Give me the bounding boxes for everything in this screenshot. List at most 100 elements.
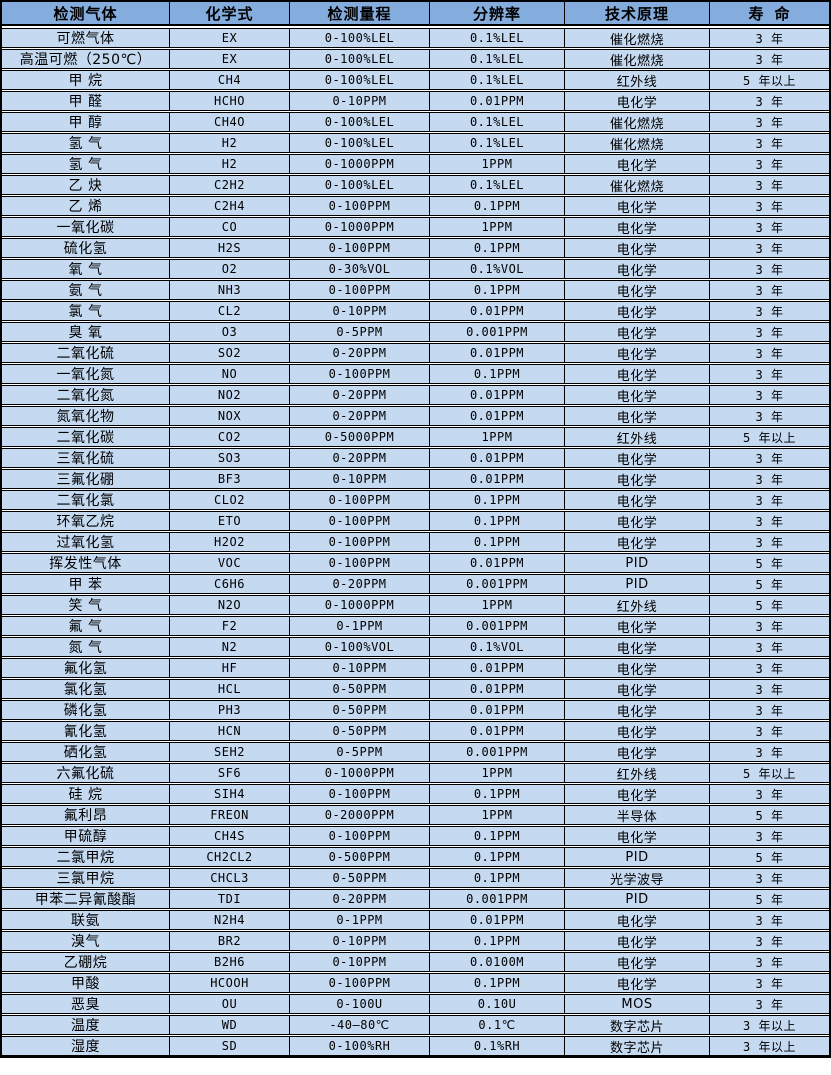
table-row: 甲苯二异氰酸酯 TDI 0-20PPM 0.001PPM PID 5 年	[2, 889, 829, 909]
resolution-cell: 1PPM	[430, 764, 565, 782]
range-cell: 0-20PPM	[290, 407, 430, 425]
range-cell: 0-10PPM	[290, 932, 430, 950]
formula-cell: BF3	[170, 470, 290, 488]
gas-name-cell: 甲 醇	[2, 113, 170, 131]
principle-cell: 电化学	[565, 638, 710, 656]
formula-cell: C2H4	[170, 197, 290, 215]
range-cell: 0-1PPM	[290, 911, 430, 929]
resolution-cell: 0.1PPM	[430, 974, 565, 992]
resolution-cell: 0.1PPM	[430, 533, 565, 551]
resolution-cell: 0.001PPM	[430, 323, 565, 341]
gas-name-cell: 过氧化氢	[2, 533, 170, 551]
principle-cell: PID	[565, 848, 710, 866]
principle-cell: 电化学	[565, 197, 710, 215]
formula-cell: HCN	[170, 722, 290, 740]
range-cell: 0-10PPM	[290, 92, 430, 110]
gas-name-cell: 氟利昂	[2, 806, 170, 824]
principle-cell: 电化学	[565, 344, 710, 362]
table-row: 一氧化氮 NO 0-100PPM 0.1PPM 电化学 3 年	[2, 364, 829, 384]
principle-cell: 电化学	[565, 218, 710, 236]
formula-cell: BR2	[170, 932, 290, 950]
resolution-cell: 0.1PPM	[430, 848, 565, 866]
table-row: 甲硫醇 CH4S 0-100PPM 0.1PPM 电化学 3 年	[2, 826, 829, 846]
range-cell: 0-100%LEL	[290, 71, 430, 89]
gas-name-cell: 甲酸	[2, 974, 170, 992]
formula-cell: CH4O	[170, 113, 290, 131]
table-row: 氢 气 H2 0-1000PPM 1PPM 电化学 3 年	[2, 154, 829, 174]
resolution-cell: 0.1%LEL	[430, 50, 565, 68]
resolution-cell: 0.1%LEL	[430, 176, 565, 194]
range-cell: 0-100PPM	[290, 239, 430, 257]
column-header-lifespan: 寿 命	[748, 4, 791, 23]
resolution-cell: 0.01PPM	[430, 449, 565, 467]
range-cell: 0-100PPM	[290, 512, 430, 530]
lifespan-cell: 5 年	[755, 598, 784, 613]
range-cell: 0-1000PPM	[290, 218, 430, 236]
range-cell: 0-10PPM	[290, 470, 430, 488]
gas-name-cell: 环氧乙烷	[2, 512, 170, 530]
resolution-cell: 0.1PPM	[430, 512, 565, 530]
range-cell: -40—80℃	[290, 1016, 430, 1034]
formula-cell: CO2	[170, 428, 290, 446]
formula-cell: FREON	[170, 806, 290, 824]
lifespan-cell: 3 年	[755, 703, 784, 718]
table-body: 可燃气体 EX 0-100%LEL 0.1%LEL 催化燃烧 3 年 高温可燃（…	[2, 28, 829, 1056]
formula-cell: SO2	[170, 344, 290, 362]
gas-name-cell: 溴气	[2, 932, 170, 950]
table-row: 氢 气 H2 0-100%LEL 0.1%LEL 催化燃烧 3 年	[2, 133, 829, 153]
table-row: 二氧化硫 SO2 0-20PPM 0.01PPM 电化学 3 年	[2, 343, 829, 363]
principle-cell: 电化学	[565, 302, 710, 320]
range-cell: 0-100PPM	[290, 785, 430, 803]
lifespan-cell: 3 年	[755, 409, 784, 424]
table-row: 高温可燃（250℃） EX 0-100%LEL 0.1%LEL 催化燃烧 3 年	[2, 49, 829, 69]
resolution-cell: 0.1%VOL	[430, 260, 565, 278]
range-cell: 0-100%VOL	[290, 638, 430, 656]
lifespan-cell: 5 年以上	[743, 430, 796, 445]
resolution-cell: 0.1PPM	[430, 785, 565, 803]
formula-cell: SO3	[170, 449, 290, 467]
principle-cell: 光学波导	[565, 869, 710, 887]
formula-cell: O2	[170, 260, 290, 278]
principle-cell: 电化学	[565, 470, 710, 488]
lifespan-cell: 3 年	[755, 31, 784, 46]
lifespan-cell: 3 年	[755, 997, 784, 1012]
gas-name-cell: 湿度	[2, 1037, 170, 1055]
range-cell: 0-30%VOL	[290, 260, 430, 278]
lifespan-cell: 3 年	[755, 976, 784, 991]
formula-cell: H2	[170, 134, 290, 152]
formula-cell: SD	[170, 1037, 290, 1055]
resolution-cell: 0.01PPM	[430, 407, 565, 425]
resolution-cell: 1PPM	[430, 218, 565, 236]
gas-name-cell: 二氧化碳	[2, 428, 170, 446]
lifespan-cell: 3 年	[755, 472, 784, 487]
resolution-cell: 0.1PPM	[430, 197, 565, 215]
table-row: 氮氧化物 NOX 0-20PPM 0.01PPM 电化学 3 年	[2, 406, 829, 426]
resolution-cell: 0.0100M	[430, 953, 565, 971]
principle-cell: 电化学	[565, 743, 710, 761]
formula-cell: SIH4	[170, 785, 290, 803]
principle-cell: 电化学	[565, 281, 710, 299]
resolution-cell: 0.1PPM	[430, 932, 565, 950]
formula-cell: EX	[170, 50, 290, 68]
principle-cell: 电化学	[565, 701, 710, 719]
resolution-cell: 0.001PPM	[430, 890, 565, 908]
resolution-cell: 0.1%RH	[430, 1037, 565, 1055]
table-row: 氧 气 O2 0-30%VOL 0.1%VOL 电化学 3 年	[2, 259, 829, 279]
table-row: 一氧化碳 CO 0-1000PPM 1PPM 电化学 3 年	[2, 217, 829, 237]
gas-name-cell: 甲硫醇	[2, 827, 170, 845]
table-row: 氨 气 NH3 0-100PPM 0.1PPM 电化学 3 年	[2, 280, 829, 300]
lifespan-cell: 3 年	[755, 220, 784, 235]
table-row: 乙 炔 C2H2 0-100%LEL 0.1%LEL 催化燃烧 3 年	[2, 175, 829, 195]
lifespan-cell: 3 年	[755, 829, 784, 844]
formula-cell: N2H4	[170, 911, 290, 929]
lifespan-cell: 5 年	[755, 808, 784, 823]
principle-cell: 电化学	[565, 239, 710, 257]
range-cell: 0-10PPM	[290, 302, 430, 320]
lifespan-cell: 3 年	[755, 871, 784, 886]
range-cell: 0-100PPM	[290, 974, 430, 992]
formula-cell: NO2	[170, 386, 290, 404]
table-row: 甲 苯 C6H6 0-20PPM 0.001PPM PID 5 年	[2, 574, 829, 594]
lifespan-cell: 3 年以上	[743, 1018, 796, 1033]
formula-cell: C2H2	[170, 176, 290, 194]
principle-cell: PID	[565, 554, 710, 572]
